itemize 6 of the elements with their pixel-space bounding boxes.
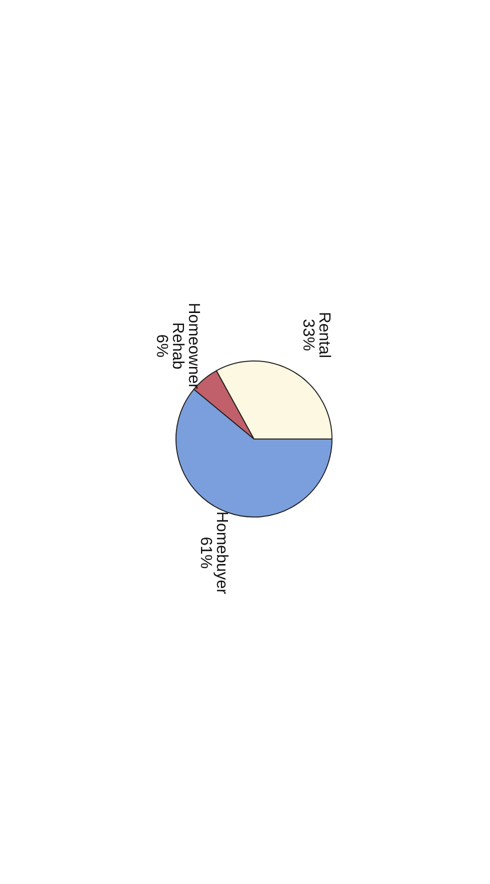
slice-label: Homebuyer xyxy=(212,511,230,595)
slice-label: Homeowner Rehab xyxy=(168,302,202,390)
data-label: 6% xyxy=(152,334,170,358)
slice-label: Rental xyxy=(315,312,332,358)
data-label: 33% xyxy=(299,318,316,351)
data-label: 61% xyxy=(196,536,214,569)
